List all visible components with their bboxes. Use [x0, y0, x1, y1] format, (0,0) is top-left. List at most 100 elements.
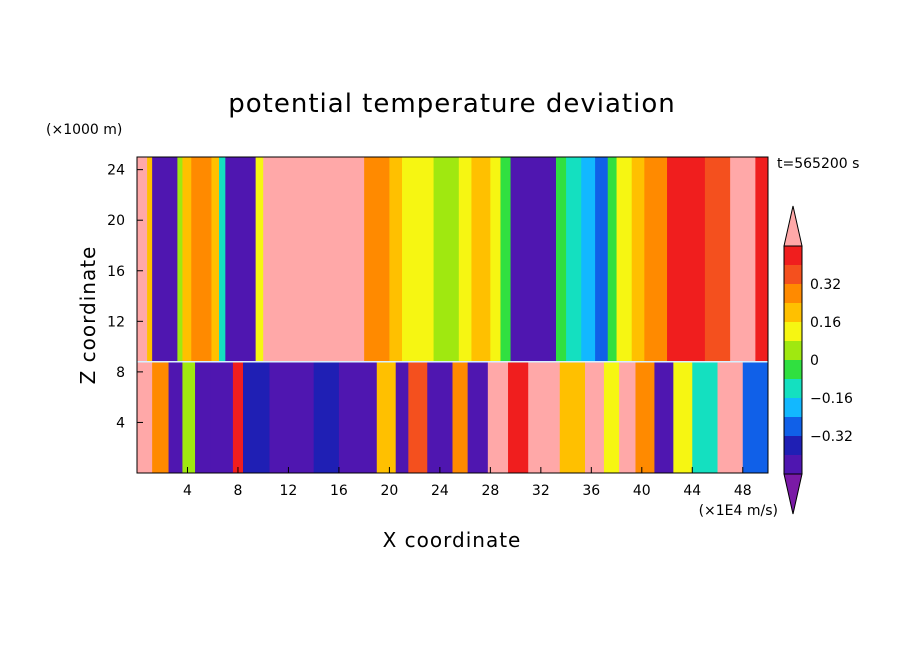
x-units-label: (×1E4 m/s): [699, 503, 778, 519]
colorbar-label: 0: [810, 353, 819, 369]
colorbar-label: −0.16: [810, 391, 853, 407]
lower-column-19: [528, 361, 561, 473]
upper-column-18: [490, 157, 502, 362]
x-tick-label: 16: [330, 483, 348, 499]
colorbar-segment: [784, 436, 802, 455]
lower-column-5: [210, 361, 234, 473]
upper-column-22: [566, 157, 582, 362]
lower-column-20: [559, 361, 586, 473]
upper-column-3: [177, 157, 184, 362]
x-tick-label: 40: [633, 483, 651, 499]
x-tick-label: 48: [734, 483, 752, 499]
upper-column-29: [667, 157, 706, 362]
upper-column-19: [500, 157, 512, 362]
time-label: t=565200 s: [777, 156, 859, 172]
upper-column-9: [255, 157, 264, 362]
upper-column-11: [364, 157, 390, 362]
upper-column-17: [471, 157, 491, 362]
upper-column-4: [182, 157, 192, 362]
lower-column-0: [137, 361, 153, 473]
upper-column-24: [595, 157, 609, 362]
x-tick-label: 32: [532, 483, 550, 499]
upper-column-30: [704, 157, 731, 362]
upper-column-25: [607, 157, 618, 362]
x-tick-label: 12: [280, 483, 298, 499]
lower-column-21: [585, 361, 605, 473]
x-tick-label: 4: [183, 483, 192, 499]
upper-column-15: [433, 157, 460, 362]
lower-column-2: [168, 361, 184, 473]
colorbar-segment: [784, 417, 802, 436]
lower-column-8: [269, 361, 315, 473]
lower-column-22: [603, 361, 620, 473]
lower-column-14: [427, 361, 454, 473]
upper-column-23: [581, 157, 596, 362]
colorbar-segment: [784, 455, 802, 474]
x-axis-label: X coordinate: [383, 528, 522, 552]
upper-column-13: [402, 157, 416, 362]
y-tick-label: 12: [107, 314, 125, 330]
colorbar-segment: [784, 322, 802, 341]
colorbar-segment: [784, 341, 802, 360]
lower-column-12: [395, 361, 409, 473]
lower-column-13: [408, 361, 428, 473]
upper-column-31: [730, 157, 756, 362]
lower-column-24: [635, 361, 656, 473]
chart-title: potential temperature deviation: [228, 89, 675, 119]
upper-column-8: [225, 157, 257, 362]
upper-column-5: [191, 157, 213, 362]
lower-column-26: [673, 361, 693, 473]
upper-column-2: [152, 157, 178, 362]
y-tick-label: 16: [107, 264, 125, 280]
colorbar-extend-top: [783, 205, 803, 247]
lower-column-10: [338, 361, 378, 473]
colorbar-segment: [784, 379, 802, 398]
upper-column-6: [211, 157, 220, 362]
y-units-label: (×1000 m): [46, 122, 122, 138]
upper-column-1: [147, 157, 153, 362]
colorbar-label: −0.32: [810, 429, 853, 445]
lower-column-23: [619, 361, 637, 473]
lower-column-11: [376, 361, 397, 473]
colorbar-segment: [784, 284, 802, 303]
upper-column-0: [137, 157, 148, 362]
y-tick-label: 24: [107, 163, 125, 179]
x-tick-label: 8: [233, 483, 242, 499]
upper-column-26: [616, 157, 633, 362]
lower-column-25: [654, 361, 674, 473]
y-tick-label: 8: [116, 365, 125, 381]
upper-column-7: [219, 157, 226, 362]
x-tick-label: 24: [431, 483, 449, 499]
colorbar-extend-bottom: [783, 473, 803, 515]
x-tick-label: 20: [380, 483, 398, 499]
upper-column-21: [555, 157, 567, 362]
lower-column-16: [467, 361, 489, 473]
lower-column-15: [452, 361, 469, 473]
lower-column-7: [243, 361, 271, 473]
colorbar-segment: [784, 360, 802, 379]
colorbar: −0.32 −0.16 0 0.16 0.32: [783, 205, 853, 515]
lower-column-29: [742, 361, 768, 473]
upper-column-14: [414, 157, 435, 362]
upper-column-32: [755, 157, 768, 362]
y-tick-label: 20: [107, 213, 125, 229]
colorbar-label: 0.32: [810, 277, 841, 293]
plot-frame: [136, 156, 769, 474]
x-tick-label: 36: [582, 483, 600, 499]
y-axis-label: Z coordinate: [76, 246, 100, 385]
y-tick-label: 4: [116, 415, 125, 431]
lower-column-4: [195, 361, 211, 473]
lower-column-6: [232, 361, 244, 473]
upper-column-27: [631, 157, 645, 362]
upper-column-10: [263, 157, 365, 362]
lower-column-1: [152, 361, 170, 473]
x-tick-label: 28: [481, 483, 499, 499]
upper-column-12: [389, 157, 403, 362]
lower-column-28: [717, 361, 744, 473]
lower-column-9: [313, 361, 340, 473]
lower-column-3: [182, 361, 196, 473]
x-tick-label: 44: [683, 483, 701, 499]
upper-column-20: [510, 157, 557, 362]
lower-column-27: [692, 361, 719, 473]
